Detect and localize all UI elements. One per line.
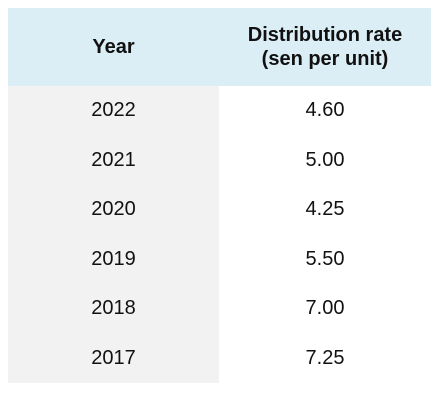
year-cell: 2019 — [8, 234, 219, 284]
distribution-table-container: Year Distribution rate (sen per unit) 20… — [8, 8, 431, 383]
year-cell: 2022 — [8, 86, 219, 136]
rate-header-line1: Distribution rate — [247, 24, 403, 46]
year-cell: 2018 — [8, 284, 219, 334]
rate-cell: 7.25 — [219, 333, 431, 383]
rate-cell: 5.50 — [219, 234, 431, 284]
table-row: 2019 5.50 — [8, 234, 431, 284]
year-column-header: Year — [8, 8, 219, 86]
year-cell: 2017 — [8, 333, 219, 383]
table-row: 2021 5.00 — [8, 135, 431, 185]
table-row: 2020 4.25 — [8, 185, 431, 235]
distribution-rate-table: Year Distribution rate (sen per unit) 20… — [8, 8, 431, 383]
rate-cell: 4.25 — [219, 185, 431, 235]
year-cell: 2021 — [8, 135, 219, 185]
rate-header-line2: (sen per unit) — [261, 48, 389, 70]
table-body: 2022 4.60 2021 5.00 2020 4.25 2019 5.50 … — [8, 86, 431, 383]
table-row: 2017 7.25 — [8, 333, 431, 383]
year-cell: 2020 — [8, 185, 219, 235]
table-header: Year Distribution rate (sen per unit) — [8, 8, 431, 86]
rate-cell: 5.00 — [219, 135, 431, 185]
header-row: Year Distribution rate (sen per unit) — [8, 8, 431, 86]
rate-column-header: Distribution rate (sen per unit) — [219, 8, 431, 86]
table-row: 2022 4.60 — [8, 86, 431, 136]
table-row: 2018 7.00 — [8, 284, 431, 334]
rate-cell: 4.60 — [219, 86, 431, 136]
rate-cell: 7.00 — [219, 284, 431, 334]
